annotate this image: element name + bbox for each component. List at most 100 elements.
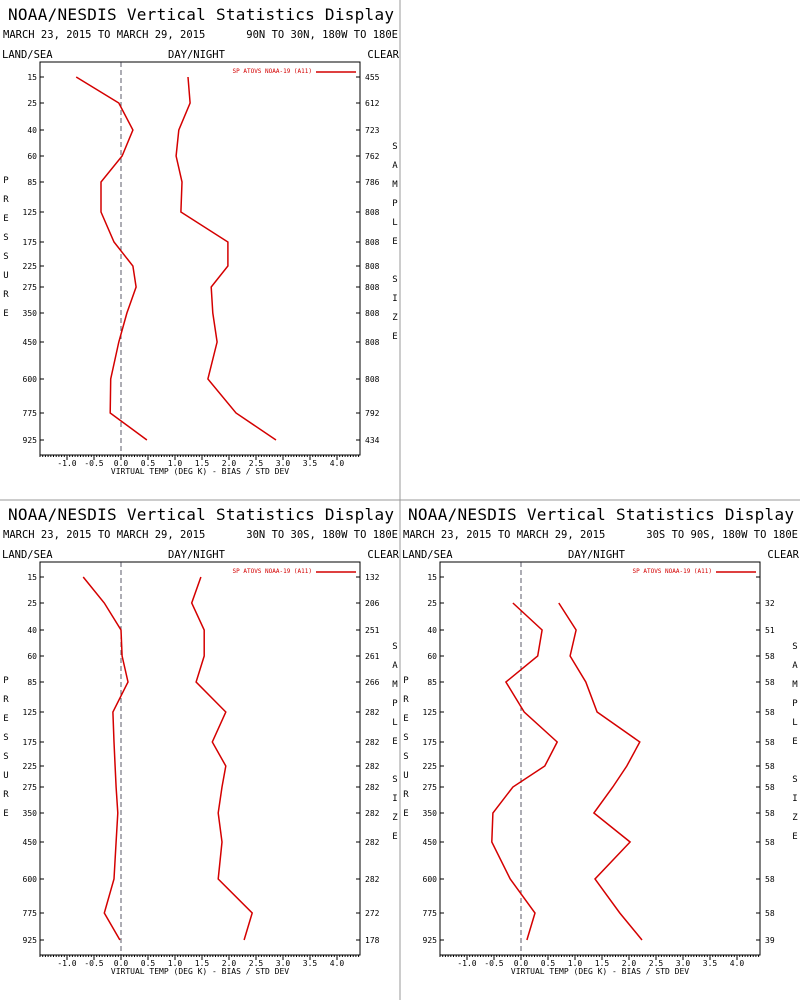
sample-size: 282: [365, 875, 380, 884]
y2-axis-title: SAMPLE SIZE: [790, 642, 800, 851]
sample-size: 808: [365, 375, 380, 384]
sample-size: 51: [765, 626, 775, 635]
plot-frame: [39, 61, 361, 456]
sample-size: 808: [365, 338, 380, 347]
legend-label: SP ATOVS NOAA-19 (A11): [233, 68, 312, 75]
sample-size: 808: [365, 309, 380, 318]
y-tick-label: 85: [27, 678, 37, 687]
y-tick-label: 350: [23, 809, 38, 818]
x-tick-label: 2.0: [222, 959, 237, 968]
sample-size: 272: [365, 909, 380, 918]
y-tick-label: 225: [23, 762, 38, 771]
clear: CLEAR: [367, 49, 399, 61]
clear: CLEAR: [367, 549, 399, 561]
x-tick-label: 2.5: [249, 959, 264, 968]
y-tick-label: 775: [423, 909, 438, 918]
x-tick-label: 3.5: [303, 459, 318, 468]
panel-title: NOAA/NESDIS Vertical Statistics Display: [408, 505, 794, 524]
panel-title: NOAA/NESDIS Vertical Statistics Display: [8, 5, 394, 24]
y-tick-label: 175: [23, 738, 38, 747]
sample-size: 261: [365, 652, 380, 661]
std-dev-line: [558, 602, 643, 941]
y-tick-label: 775: [23, 909, 38, 918]
y-tick-label: 15: [427, 573, 437, 582]
y-tick-label: 40: [427, 626, 437, 635]
y-tick-label: 175: [23, 238, 38, 247]
x-tick-label: -0.5: [84, 459, 103, 468]
sample-size: 282: [365, 738, 380, 747]
land-sea: LAND/SEA: [2, 549, 53, 561]
legend-label: SP ATOVS NOAA-19 (A11): [633, 568, 712, 575]
y-tick-label: 25: [427, 599, 437, 608]
x-tick-label: 0.0: [514, 959, 529, 968]
x-tick-label: 1.5: [195, 959, 210, 968]
y-tick-label: 450: [23, 338, 38, 347]
std-dev-line: [175, 76, 277, 441]
x-tick-label: 3.0: [276, 459, 291, 468]
sample-size: 612: [365, 99, 380, 108]
y-tick-label: 15: [27, 573, 37, 582]
y-tick-label: 275: [423, 783, 438, 792]
y-tick-label: 125: [423, 708, 438, 717]
y-tick-label: 225: [423, 762, 438, 771]
y-tick-label: 275: [23, 783, 38, 792]
bias-line: [75, 76, 148, 441]
land-sea: LAND/SEA: [2, 49, 53, 61]
panel: NOAA/NESDIS Vertical Statistics Display M…: [1, 505, 400, 976]
y-tick-label: 225: [23, 262, 38, 271]
y2-axis-title: SAMPLE SIZE: [390, 142, 400, 351]
sample-size: 282: [365, 708, 380, 717]
x-axis-title: VIRTUAL TEMP (DEG K) - BIAS / STD DEV: [111, 467, 289, 476]
y-tick-label: 450: [423, 838, 438, 847]
plot-frame: [39, 561, 361, 956]
std-dev-line: [190, 576, 254, 941]
x-tick-label: 3.0: [676, 959, 691, 968]
y-tick-label: 450: [23, 838, 38, 847]
x-axis-title: VIRTUAL TEMP (DEG K) - BIAS / STD DEV: [111, 967, 289, 976]
y-tick-label: 350: [423, 809, 438, 818]
sample-size: 786: [365, 178, 380, 187]
date-range: MARCH 23, 2015 TO MARCH 29, 2015: [403, 529, 605, 541]
sample-size: 808: [365, 238, 380, 247]
x-tick-label: 0.0: [114, 959, 129, 968]
sample-size: 58: [765, 678, 775, 687]
x-tick-label: -1.0: [57, 959, 76, 968]
sample-size: 58: [765, 838, 775, 847]
x-tick-label: -0.5: [484, 959, 503, 968]
sample-size: 282: [365, 809, 380, 818]
y-tick-label: 40: [27, 126, 37, 135]
sample-size: 808: [365, 208, 380, 217]
sample-size: 282: [365, 838, 380, 847]
x-tick-label: 0.5: [141, 459, 156, 468]
x-tick-label: 0.5: [141, 959, 156, 968]
sample-size: 206: [365, 599, 380, 608]
sample-size: 251: [365, 626, 380, 635]
sample-size: 58: [765, 875, 775, 884]
y-axis-title: PRESSURE: [1, 676, 11, 828]
x-tick-label: 4.0: [330, 959, 345, 968]
y-tick-label: 350: [23, 309, 38, 318]
plot-frame: [439, 561, 761, 956]
x-tick-label: -1.0: [57, 459, 76, 468]
x-tick-label: 0.0: [114, 459, 129, 468]
x-tick-label: 2.5: [649, 959, 664, 968]
x-tick-label: 4.0: [730, 959, 745, 968]
x-tick-label: 4.0: [330, 459, 345, 468]
panel: NOAA/NESDIS Vertical Statistics Display M…: [401, 505, 800, 976]
sample-size: 58: [765, 738, 775, 747]
y-axis-title: PRESSURE: [401, 676, 411, 828]
sample-size: 762: [365, 152, 380, 161]
y-tick-label: 925: [23, 936, 38, 945]
y-tick-label: 600: [423, 875, 438, 884]
sample-size: 58: [765, 708, 775, 717]
y-tick-label: 85: [427, 678, 437, 687]
sample-size: 132: [365, 573, 380, 582]
x-tick-label: 3.5: [703, 959, 718, 968]
x-tick-label: 2.0: [222, 459, 237, 468]
y-tick-label: 15: [27, 73, 37, 82]
x-tick-label: 1.5: [195, 459, 210, 468]
panel-title: NOAA/NESDIS Vertical Statistics Display: [8, 505, 394, 524]
x-tick-label: 3.0: [276, 959, 291, 968]
date-range: MARCH 23, 2015 TO MARCH 29, 2015: [3, 29, 205, 41]
